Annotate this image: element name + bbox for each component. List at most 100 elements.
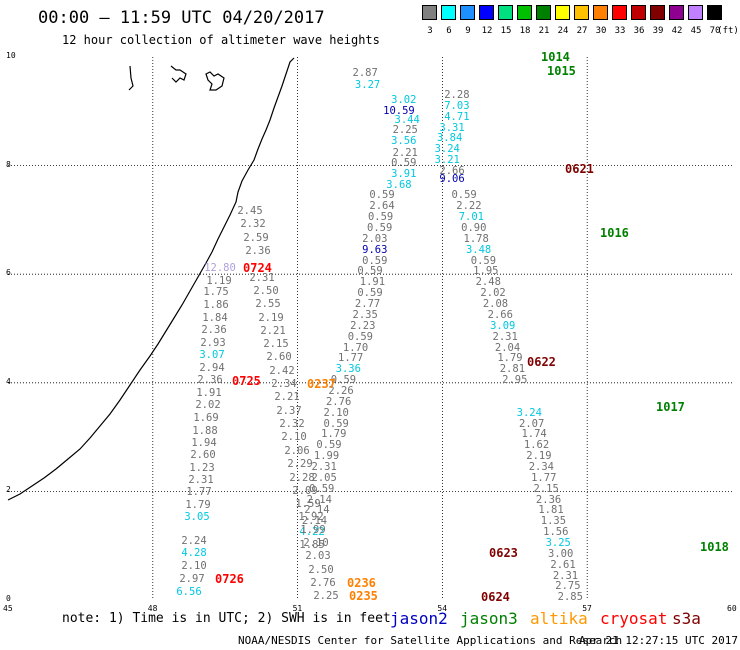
wave-height-value: 3.25	[545, 536, 571, 549]
wave-height-value: 2.31	[249, 272, 275, 284]
legend-label: 27	[576, 26, 588, 36]
wave-height-value: 4.71	[444, 110, 470, 123]
wave-height-value: 2.61	[550, 558, 576, 571]
legend-swatch	[517, 5, 532, 20]
legend-label: 39	[652, 26, 664, 36]
wave-height-value: 3.24	[434, 143, 460, 156]
wave-height-value: 1.69	[193, 412, 219, 424]
wave-height-value: 0.59	[357, 265, 383, 278]
wave-height-value: 1.62	[523, 439, 550, 452]
pass-time-label: 1018	[700, 540, 729, 554]
wave-height-value: 2.19	[526, 450, 552, 463]
wave-height-value: 0.59	[323, 417, 349, 430]
wave-height-value: 1.78	[463, 232, 489, 245]
wave-height-value: 2.36	[535, 493, 562, 506]
lon-tick-label: 45	[3, 604, 13, 613]
pass-time-label: 1015	[547, 64, 576, 78]
lon-tick-label: 48	[147, 604, 158, 613]
legend-label: 6	[446, 26, 452, 36]
satellite-jason2: jason2	[390, 609, 448, 628]
wave-height-value: 1.35	[540, 515, 567, 528]
legend-swatch	[422, 5, 437, 20]
wave-height-value: 1.91	[359, 276, 386, 289]
wave-height-value: 3.21	[434, 154, 460, 167]
lon-tick-label: 60	[727, 604, 737, 613]
pass-time-label: 0724	[243, 261, 272, 275]
wave-height-value: 9.63	[362, 243, 388, 256]
pass-time-label: 0237	[307, 377, 336, 391]
wave-height-value: 2.97	[179, 573, 205, 585]
legend-swatch	[688, 5, 703, 20]
wave-height-value: 4.28	[181, 547, 207, 559]
wave-height-value: 10.59	[383, 105, 415, 118]
pass-time-label: 0236	[347, 576, 376, 590]
island	[128, 65, 134, 91]
wave-height-value: 2.50	[308, 564, 334, 576]
lon-tick-label: 51	[292, 604, 303, 613]
legend-label: 9	[465, 26, 471, 36]
pass-time-label: 0725	[232, 374, 261, 388]
wave-height-value: 2.66	[439, 165, 465, 178]
wave-height-value: 2.35	[352, 308, 378, 321]
island	[170, 65, 187, 83]
pass-time-label: 1016	[600, 226, 629, 240]
wave-height-value: 1.99	[313, 450, 340, 463]
wave-height-value: 3.02	[391, 94, 417, 107]
wave-height-value: 2.14	[306, 493, 332, 506]
wave-height-value: 3.56	[391, 135, 417, 148]
wave-height-value: 3.27	[354, 79, 381, 92]
wave-height-value: 1.94	[191, 437, 217, 449]
wave-height-value: 3.36	[335, 363, 361, 376]
wave-height-value: 2.32	[279, 418, 305, 430]
wave-height-value: 2.42	[269, 365, 295, 377]
legend-label: 70	[709, 26, 721, 36]
legend-swatch	[707, 5, 722, 20]
legend-label: 21	[538, 26, 550, 36]
legend-label: 18	[519, 26, 531, 36]
wave-height-value: 2.93	[200, 337, 226, 349]
wave-height-value: 0.90	[461, 222, 487, 235]
wave-height-value: 2.22	[456, 200, 482, 213]
island-group	[128, 65, 225, 91]
wave-height-value: 2.06	[284, 445, 310, 457]
wave-height-value: 7.01	[458, 211, 485, 224]
wave-height-value: 1.75	[203, 286, 229, 298]
satellite-altika: altika	[530, 609, 588, 628]
legend-swatch	[479, 5, 494, 20]
wave-height-value: 2.81	[499, 363, 526, 376]
wave-height-value: 1.81	[538, 504, 564, 517]
wave-height-value: 1.79	[185, 499, 211, 511]
wave-height-value: 4.22	[299, 526, 325, 539]
wave-height-value: 0.59	[309, 482, 335, 495]
wave-height-value: 0.59	[362, 254, 388, 267]
wave-height-value: 2.21	[274, 391, 300, 403]
wave-height-value: 2.77	[354, 298, 381, 311]
wave-height-value: 3.05	[184, 511, 210, 523]
wave-height-value: 2.94	[199, 362, 225, 374]
wave-height-value: 1.92	[298, 511, 324, 523]
pass-time-label: 0726	[215, 572, 244, 586]
wave-height-value: 2.10	[281, 431, 307, 443]
wave-height-value: 2.03	[362, 232, 388, 245]
wave-height-value: 2.95	[502, 374, 528, 387]
legend-swatch	[612, 5, 627, 20]
wave-height-value: 2.29	[287, 458, 313, 470]
legend-swatch	[460, 5, 475, 20]
legend-label: 33	[614, 26, 626, 36]
wave-height-value: 0.59	[391, 156, 417, 169]
legend-label: 42	[671, 26, 683, 36]
wave-height-value: 1.77	[531, 471, 557, 484]
wave-height-value: 0.59	[369, 189, 395, 202]
wave-height-value: 0.59	[347, 330, 373, 343]
wave-height-value: 3.84	[436, 132, 463, 145]
wave-height-value: 2.19	[258, 312, 284, 324]
wave-height-value: 0.59	[451, 189, 477, 202]
wave-height-value: 1.19	[206, 275, 232, 287]
wave-height-value: 2.23	[350, 319, 376, 332]
wave-height-value: 1.88	[192, 425, 218, 437]
pass-time-label: 0624	[481, 590, 510, 604]
lat-tick-label: 4	[6, 376, 11, 386]
wave-height-value: 1.91	[196, 387, 222, 399]
wave-height-value: 1.77	[186, 486, 212, 498]
